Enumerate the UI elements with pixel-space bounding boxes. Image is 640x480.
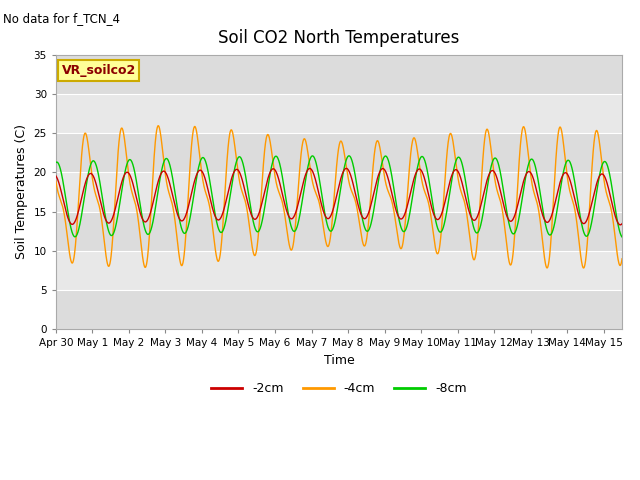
- Text: No data for f_TCN_4: No data for f_TCN_4: [3, 12, 120, 25]
- Bar: [56, 251, 622, 290]
- Bar: [56, 212, 622, 251]
- Bar: [56, 290, 622, 329]
- Bar: [56, 133, 622, 172]
- Bar: [56, 94, 622, 133]
- Legend: -2cm, -4cm, -8cm: -2cm, -4cm, -8cm: [206, 377, 472, 400]
- Y-axis label: Soil Temperatures (C): Soil Temperatures (C): [15, 124, 28, 259]
- Bar: [56, 172, 622, 212]
- Bar: [56, 55, 622, 94]
- X-axis label: Time: Time: [324, 354, 355, 367]
- Title: Soil CO2 North Temperatures: Soil CO2 North Temperatures: [218, 29, 460, 48]
- Text: VR_soilco2: VR_soilco2: [61, 64, 136, 77]
